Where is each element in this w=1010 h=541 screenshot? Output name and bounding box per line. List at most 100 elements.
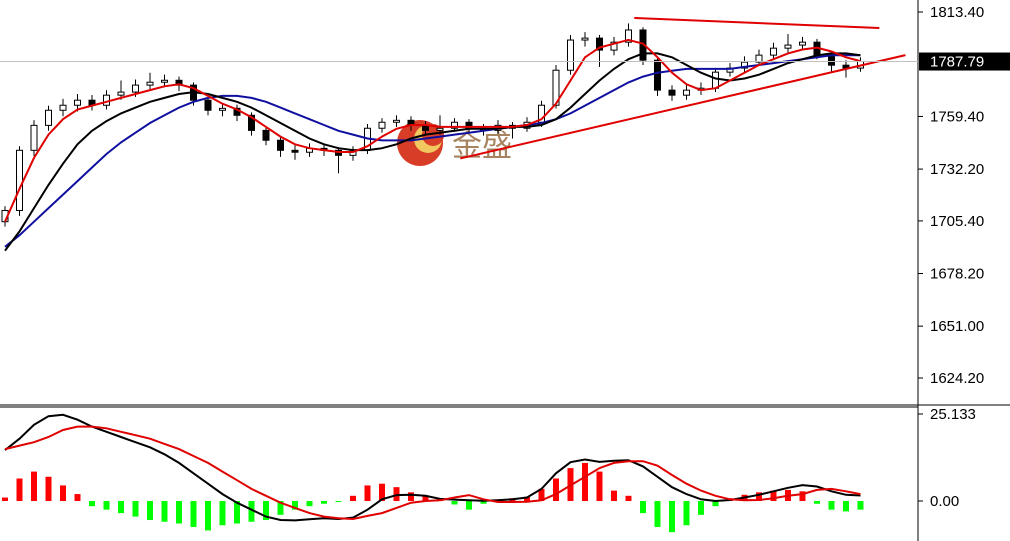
histogram-bar <box>2 497 9 502</box>
candle-body <box>392 119 400 123</box>
histogram-bar <box>291 501 298 510</box>
histogram-bar <box>89 501 96 507</box>
candle-body <box>827 54 835 66</box>
macd-line <box>4 425 861 521</box>
histogram-bar <box>654 501 661 527</box>
last-price-box <box>919 52 1010 71</box>
candle-body <box>291 149 299 153</box>
histogram-bar <box>581 462 588 502</box>
candle-body <box>276 139 284 151</box>
candle-body <box>160 79 168 83</box>
candle-body <box>581 37 589 41</box>
histogram-bar <box>45 476 52 502</box>
candle-body <box>552 69 560 106</box>
histogram-bar <box>277 501 284 515</box>
candle-body <box>711 71 719 89</box>
histogram-bar <box>161 501 168 522</box>
histogram-bar <box>480 501 487 504</box>
candle-body <box>59 104 67 111</box>
histogram-bar <box>451 501 458 505</box>
histogram-bar <box>712 501 719 507</box>
candle-body <box>16 149 24 211</box>
histogram-bar <box>538 488 545 502</box>
candle-body <box>45 109 53 126</box>
histogram-bar <box>625 495 632 502</box>
histogram-bar <box>74 494 81 502</box>
histogram-bar <box>219 501 226 526</box>
candle-body <box>146 81 154 86</box>
candle-body <box>610 41 618 51</box>
candle-body <box>653 59 661 91</box>
histogram-bar <box>668 501 675 533</box>
candle-body <box>784 44 792 49</box>
histogram-bar <box>320 501 327 504</box>
histogram-bar <box>755 492 762 502</box>
histogram-bar <box>842 501 849 512</box>
y-tick-label: 0.00 <box>930 493 959 510</box>
histogram-bar <box>813 501 820 504</box>
candle-body <box>668 89 676 96</box>
y-tick-label: 1624.20 <box>930 370 984 387</box>
y-tick-label: 1759.40 <box>930 108 984 125</box>
candle-body <box>769 47 777 56</box>
moving-average <box>4 38 861 223</box>
candle-body <box>566 39 574 71</box>
histogram-bar <box>596 471 603 502</box>
histogram-bar <box>31 471 38 502</box>
candle-body <box>218 107 226 111</box>
macd-line <box>4 413 861 522</box>
moving-average <box>4 54 861 248</box>
histogram-bar <box>103 501 110 510</box>
y-tick-label: 1678.20 <box>930 266 984 283</box>
last-price-label: 1787.79 <box>930 54 984 71</box>
candle-body <box>131 84 139 93</box>
candle-body <box>204 99 212 111</box>
trendline <box>460 54 906 160</box>
candle-body <box>595 37 603 51</box>
candle-body <box>30 124 38 151</box>
y-tick-label: 1813.40 <box>930 4 984 21</box>
y-tick-label: 1732.20 <box>930 161 984 178</box>
histogram-bar <box>117 501 124 514</box>
histogram-bar <box>393 487 400 502</box>
histogram-bar <box>175 501 182 524</box>
histogram-bar <box>465 501 472 510</box>
candle-body <box>74 99 82 106</box>
y-tick-label: 25.133 <box>930 406 976 423</box>
histogram-bar <box>523 496 530 502</box>
candle-body <box>639 29 647 61</box>
histogram-bar <box>16 478 23 502</box>
histogram-bar <box>190 501 197 527</box>
candle-body <box>247 114 255 131</box>
candle-body <box>682 89 690 96</box>
histogram-bar <box>828 501 835 510</box>
candle-body <box>798 41 806 46</box>
histogram-bar <box>204 501 211 531</box>
histogram-bar <box>552 478 559 502</box>
candle-body <box>378 121 386 129</box>
histogram-bar <box>610 490 617 502</box>
candle-body <box>450 121 458 129</box>
histogram-bar <box>683 501 690 526</box>
y-tick-label: 1705.40 <box>930 213 984 230</box>
histogram-bar <box>335 501 342 503</box>
histogram-bar <box>248 501 255 522</box>
histogram-bar <box>799 491 806 502</box>
y-tick-label: 1651.00 <box>930 318 984 335</box>
histogram-bar <box>60 485 67 502</box>
histogram-bar <box>407 492 414 502</box>
histogram-bar <box>639 501 646 514</box>
histogram-bar <box>349 495 356 502</box>
trendline <box>634 16 880 30</box>
histogram-bar <box>697 501 704 515</box>
moving-average <box>4 52 861 252</box>
histogram-bar <box>132 501 139 517</box>
histogram-bar <box>378 483 385 502</box>
histogram-bar <box>306 501 313 507</box>
candle-body <box>755 54 763 63</box>
candle-body <box>117 91 125 96</box>
histogram-bar <box>364 485 371 502</box>
histogram-bar <box>422 495 429 502</box>
